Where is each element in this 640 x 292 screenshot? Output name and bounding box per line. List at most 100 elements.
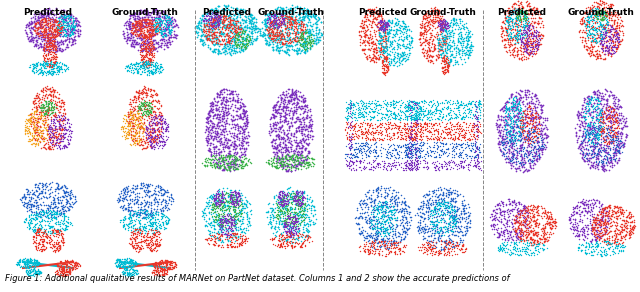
Point: [548, 230, 559, 235]
Point: [276, 106, 287, 111]
Point: [509, 241, 519, 246]
Point: [139, 215, 149, 220]
Point: [380, 243, 390, 248]
Point: [450, 221, 460, 226]
Point: [54, 15, 64, 20]
Point: [283, 199, 293, 204]
Point: [300, 225, 310, 230]
Point: [280, 13, 290, 17]
Point: [510, 137, 520, 142]
Point: [308, 32, 319, 37]
Point: [285, 212, 295, 217]
Point: [600, 230, 610, 234]
Point: [42, 241, 52, 246]
Point: [404, 211, 415, 216]
Point: [401, 107, 411, 112]
Point: [415, 110, 426, 115]
Point: [51, 211, 61, 216]
Point: [60, 27, 70, 32]
Point: [47, 15, 58, 20]
Point: [595, 143, 605, 147]
Point: [348, 105, 358, 109]
Point: [358, 164, 369, 169]
Point: [344, 140, 355, 145]
Point: [508, 102, 518, 106]
Point: [156, 262, 166, 267]
Point: [609, 95, 619, 100]
Point: [618, 245, 628, 249]
Point: [222, 24, 232, 28]
Point: [70, 38, 81, 43]
Point: [30, 182, 40, 187]
Point: [425, 30, 435, 35]
Point: [139, 215, 149, 220]
Point: [127, 259, 137, 264]
Point: [24, 213, 35, 217]
Point: [238, 117, 248, 121]
Point: [264, 12, 275, 17]
Point: [280, 14, 291, 19]
Point: [527, 121, 538, 126]
Point: [497, 199, 508, 204]
Point: [505, 26, 515, 31]
Point: [50, 43, 60, 48]
Point: [119, 267, 129, 272]
Point: [604, 119, 614, 124]
Point: [205, 20, 216, 24]
Point: [218, 95, 228, 99]
Point: [383, 63, 393, 68]
Point: [515, 20, 525, 25]
Point: [217, 230, 227, 234]
Point: [432, 150, 442, 154]
Point: [237, 206, 248, 210]
Point: [206, 162, 216, 167]
Point: [522, 138, 532, 142]
Point: [596, 129, 606, 134]
Point: [228, 43, 238, 48]
Point: [550, 218, 560, 223]
Point: [32, 229, 42, 233]
Point: [594, 124, 604, 129]
Point: [152, 211, 163, 216]
Point: [406, 125, 417, 129]
Point: [27, 36, 37, 41]
Point: [58, 269, 68, 273]
Point: [501, 16, 511, 20]
Point: [143, 50, 153, 54]
Point: [443, 111, 453, 116]
Point: [306, 33, 316, 38]
Point: [275, 32, 285, 36]
Point: [597, 108, 607, 112]
Point: [291, 190, 301, 194]
Point: [128, 114, 138, 119]
Point: [595, 129, 605, 133]
Point: [361, 19, 371, 24]
Point: [150, 70, 160, 75]
Point: [413, 224, 423, 228]
Point: [235, 209, 245, 213]
Point: [211, 163, 221, 168]
Point: [216, 150, 226, 154]
Point: [533, 125, 543, 130]
Point: [304, 30, 314, 35]
Point: [288, 233, 298, 237]
Point: [380, 213, 390, 218]
Point: [279, 22, 289, 27]
Point: [139, 103, 149, 108]
Point: [592, 116, 602, 120]
Point: [272, 6, 282, 10]
Point: [526, 50, 536, 55]
Point: [436, 23, 447, 28]
Point: [46, 237, 56, 241]
Point: [161, 128, 171, 132]
Point: [38, 64, 48, 68]
Point: [220, 42, 230, 47]
Point: [265, 219, 275, 224]
Point: [443, 62, 453, 67]
Point: [212, 20, 223, 25]
Point: [230, 189, 241, 194]
Point: [518, 118, 528, 123]
Point: [230, 98, 241, 103]
Point: [406, 218, 416, 222]
Point: [584, 128, 595, 132]
